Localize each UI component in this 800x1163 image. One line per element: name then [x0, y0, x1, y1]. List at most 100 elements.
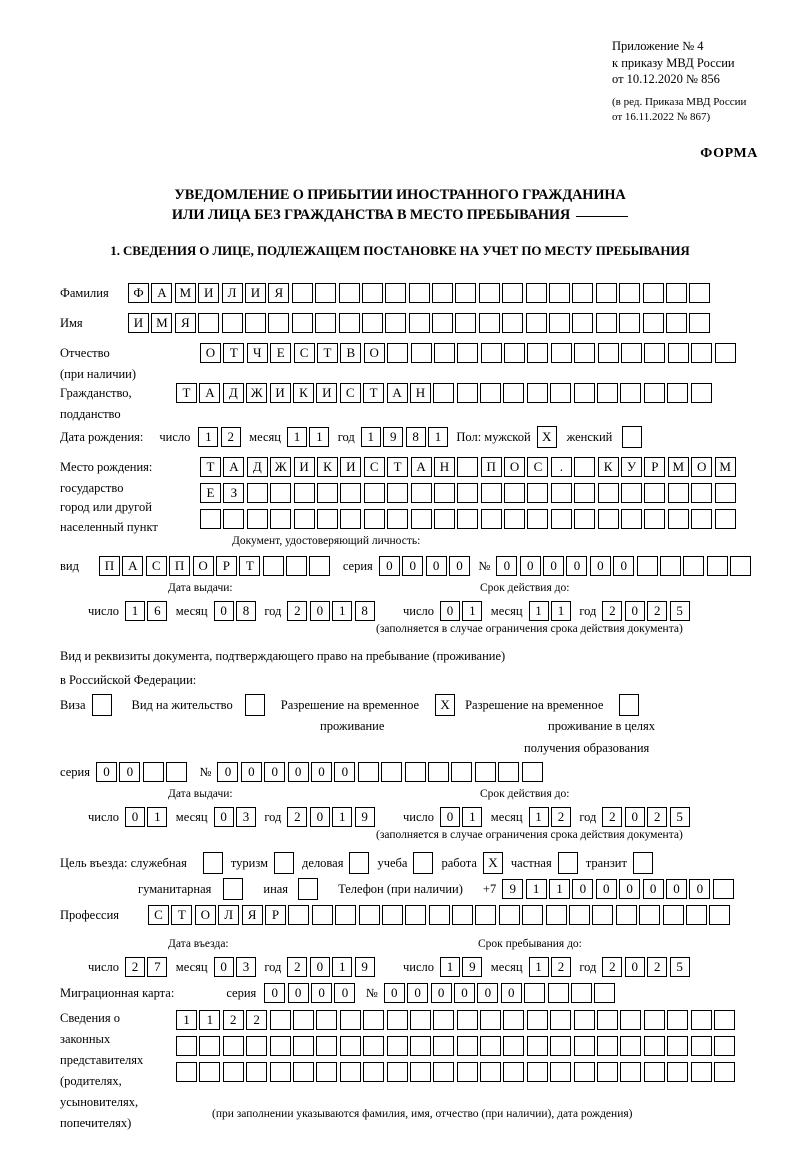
- checkbox-service[interactable]: [202, 852, 223, 874]
- char-cell[interactable]: [642, 283, 664, 303]
- char-cell[interactable]: [316, 1010, 338, 1030]
- digit-cell[interactable]: 9: [354, 807, 375, 827]
- char-cell[interactable]: [569, 905, 591, 925]
- digit-cell[interactable]: 1: [528, 601, 549, 621]
- digit-cell[interactable]: 3: [235, 807, 256, 827]
- digit-cell[interactable]: 1: [332, 957, 353, 977]
- char-cell[interactable]: [293, 509, 315, 529]
- char-cell[interactable]: 0: [240, 762, 262, 782]
- char-cell[interactable]: И: [293, 457, 315, 477]
- char-cell[interactable]: О: [504, 457, 526, 477]
- char-cell[interactable]: [503, 1010, 525, 1030]
- char-cell[interactable]: [550, 483, 572, 503]
- char-cell[interactable]: [456, 1010, 478, 1030]
- digit-cell[interactable]: 2: [647, 957, 668, 977]
- char-cell[interactable]: [550, 1036, 572, 1056]
- char-cell[interactable]: [452, 905, 474, 925]
- char-cell[interactable]: [550, 383, 572, 403]
- digit-cell[interactable]: 2: [550, 957, 571, 977]
- char-cell[interactable]: [620, 1062, 642, 1082]
- digit-cell[interactable]: 1: [332, 601, 353, 621]
- digit-cell[interactable]: 0: [624, 807, 645, 827]
- char-cell[interactable]: [526, 1036, 548, 1056]
- char-cell[interactable]: Т: [363, 383, 385, 403]
- digit-cell[interactable]: 2: [220, 427, 241, 447]
- char-cell[interactable]: [292, 1036, 314, 1056]
- char-cell[interactable]: 2: [246, 1010, 268, 1030]
- char-cell[interactable]: 1: [549, 879, 570, 899]
- char-cell[interactable]: [363, 1010, 385, 1030]
- char-cell[interactable]: Е: [270, 343, 292, 363]
- title-blank-line[interactable]: [576, 216, 629, 217]
- checkbox-humanitarian[interactable]: [223, 878, 244, 900]
- digit-cell[interactable]: 1: [528, 807, 549, 827]
- char-cell[interactable]: [166, 762, 188, 782]
- char-cell[interactable]: [527, 343, 549, 363]
- char-cell[interactable]: [385, 313, 407, 333]
- char-cell[interactable]: Т: [176, 383, 197, 403]
- char-cell[interactable]: [636, 556, 658, 576]
- char-cell[interactable]: [620, 1010, 642, 1030]
- char-cell[interactable]: [550, 509, 572, 529]
- char-cell[interactable]: [527, 483, 549, 503]
- char-cell[interactable]: [291, 313, 313, 333]
- digit-cell[interactable]: 2: [647, 601, 668, 621]
- char-cell[interactable]: 0: [496, 556, 518, 576]
- char-cell[interactable]: [410, 343, 432, 363]
- char-cell[interactable]: [480, 343, 502, 363]
- char-cell[interactable]: [270, 483, 292, 503]
- char-cell[interactable]: [292, 1010, 314, 1030]
- char-cell[interactable]: [316, 483, 338, 503]
- char-cell[interactable]: [573, 1062, 595, 1082]
- char-cell[interactable]: [223, 509, 245, 529]
- char-cell[interactable]: О: [691, 457, 713, 477]
- char-cell[interactable]: [667, 509, 689, 529]
- char-cell[interactable]: [621, 343, 643, 363]
- char-cell[interactable]: [547, 983, 569, 1003]
- digit-cell[interactable]: 0: [309, 957, 330, 977]
- char-cell[interactable]: [339, 1010, 361, 1030]
- digit-cell[interactable]: 9: [383, 427, 404, 447]
- char-cell[interactable]: [474, 762, 496, 782]
- char-cell[interactable]: [642, 313, 664, 333]
- char-cell[interactable]: [502, 313, 524, 333]
- char-cell[interactable]: [498, 905, 520, 925]
- char-cell[interactable]: [665, 283, 687, 303]
- checkbox-male[interactable]: X: [536, 426, 557, 448]
- digit-cell[interactable]: 1: [462, 807, 483, 827]
- char-cell[interactable]: [457, 509, 479, 529]
- char-cell[interactable]: Т: [316, 343, 338, 363]
- digit-cell[interactable]: 1: [440, 957, 460, 977]
- char-cell[interactable]: 2: [222, 1010, 244, 1030]
- digit-cell[interactable]: 1: [286, 427, 307, 447]
- char-cell[interactable]: [639, 905, 661, 925]
- char-cell[interactable]: [480, 1062, 502, 1082]
- char-cell[interactable]: А: [386, 383, 408, 403]
- char-cell[interactable]: [643, 1010, 665, 1030]
- char-cell[interactable]: И: [244, 283, 266, 303]
- char-cell[interactable]: [714, 509, 736, 529]
- char-cell[interactable]: [457, 457, 479, 477]
- digit-cell[interactable]: 0: [213, 601, 234, 621]
- char-cell[interactable]: [316, 1062, 338, 1082]
- checkbox-residence[interactable]: [244, 694, 265, 716]
- char-cell[interactable]: Ф: [128, 283, 149, 303]
- char-cell[interactable]: [293, 483, 315, 503]
- char-cell[interactable]: [428, 905, 450, 925]
- char-cell[interactable]: [714, 343, 736, 363]
- char-cell[interactable]: [713, 1062, 735, 1082]
- char-cell[interactable]: [503, 383, 525, 403]
- char-cell[interactable]: Я: [241, 905, 263, 925]
- char-cell[interactable]: [498, 762, 520, 782]
- char-cell[interactable]: У: [621, 457, 643, 477]
- char-cell[interactable]: И: [340, 457, 362, 477]
- char-cell[interactable]: [712, 879, 734, 899]
- char-cell[interactable]: К: [597, 457, 619, 477]
- digit-cell[interactable]: 0: [125, 807, 146, 827]
- char-cell[interactable]: И: [316, 383, 338, 403]
- char-cell[interactable]: [456, 1036, 478, 1056]
- char-cell[interactable]: [457, 483, 479, 503]
- char-cell[interactable]: [246, 1036, 268, 1056]
- char-cell[interactable]: [199, 1062, 221, 1082]
- char-cell[interactable]: [503, 1062, 525, 1082]
